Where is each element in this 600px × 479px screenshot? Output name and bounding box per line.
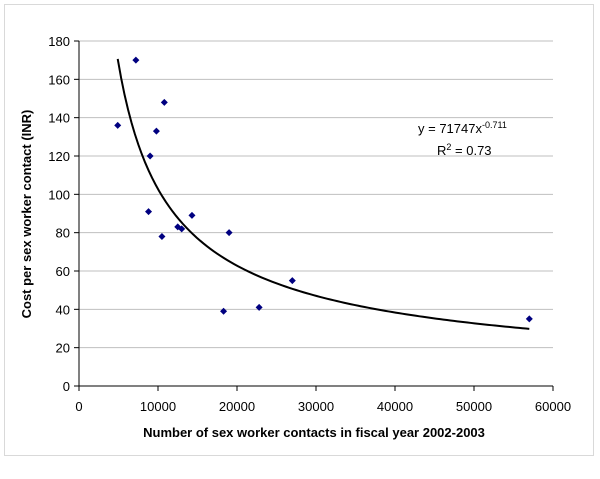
x-tick-label: 50000 [456,399,492,414]
y-tick-label: 20 [56,341,70,356]
x-tick-label: 60000 [535,399,571,414]
data-point [152,127,160,135]
data-point [158,233,166,240]
data-points [114,56,533,323]
y-tick-label: 80 [56,226,70,241]
x-axis-title: Number of sex worker contacts in fiscal … [143,425,485,440]
y-tick-label: 120 [48,149,70,164]
data-point [255,303,263,311]
data-point [132,56,140,64]
data-point [220,307,228,315]
data-point [525,315,533,323]
data-point [146,152,154,160]
x-axis-ticks: 0 10000 20000 30000 40000 50000 60000 [75,386,571,414]
trendline-equation: y = 71747x-0.711 [418,120,507,136]
data-point [114,121,122,129]
data-point [288,277,296,285]
y-tick-label: 160 [48,72,70,87]
y-tick-label: 40 [56,302,70,317]
y-tick-label: 60 [56,264,70,279]
data-point [145,208,153,216]
y-axis-title: Cost per sex worker contact (INR) [19,110,34,319]
y-tick-label: 100 [48,187,70,202]
r-squared-label: R2 = 0.73 [437,142,492,158]
gridlines [79,40,553,349]
x-tick-label: 10000 [140,399,176,414]
y-tick-label: 0 [63,379,70,394]
x-tick-label: 30000 [298,399,334,414]
x-tick-label: 20000 [219,399,255,414]
x-tick-label: 40000 [377,399,413,414]
y-tick-label: 180 [48,34,70,49]
y-axis-ticks: 0 20 40 60 80 100 120 140 160 180 [48,34,79,394]
data-point [160,98,168,106]
data-point [225,229,233,237]
y-tick-label: 140 [48,111,70,126]
x-tick-label: 0 [75,399,82,414]
data-point [188,211,196,219]
power-trendline [116,58,530,330]
data-point [178,225,186,233]
